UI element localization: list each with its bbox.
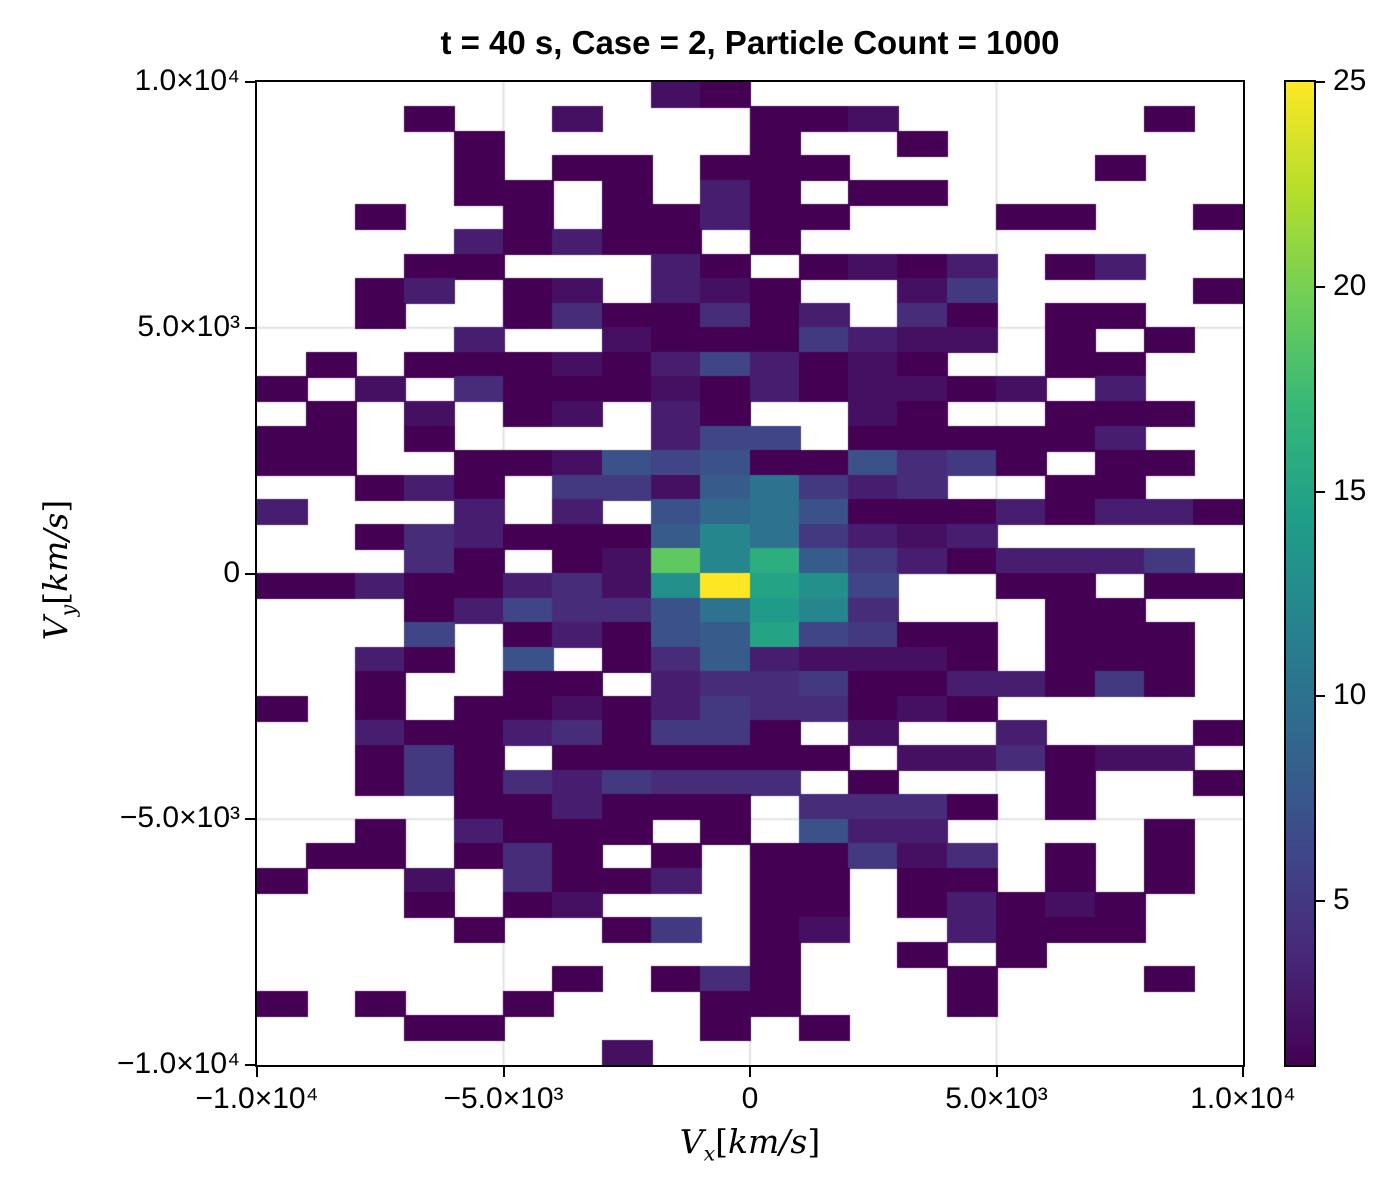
y-axis-symbol: V [36, 616, 76, 641]
colorbar-tick-mark [1316, 900, 1325, 903]
colorbar-tick-label: 15 [1333, 473, 1367, 507]
y-axis-bracket-close: ] [36, 499, 76, 513]
colorbar-tick-label: 10 [1333, 678, 1367, 712]
x-tick-label: −1.0×10⁴ [195, 1082, 319, 1115]
y-tick-label: −1.0×10⁴ [116, 1047, 240, 1080]
y-tick-label: 5.0×10³ [137, 309, 240, 343]
x-axis-bracket-open: [ [715, 1122, 729, 1161]
x-axis-units: km/s [728, 1122, 808, 1161]
x-axis-subscript: x [703, 1141, 716, 1166]
x-tick-mark [502, 1067, 505, 1077]
colorbar-tick-label: 25 [1333, 64, 1367, 97]
colorbar-tick-mark [1316, 490, 1325, 493]
x-tick-label: −5.0×10³ [443, 1082, 564, 1115]
x-axis-symbol: V [679, 1122, 704, 1161]
x-axis-bracket-close: ] [807, 1122, 821, 1161]
x-tick-label: 5.0×10³ [945, 1082, 1048, 1115]
x-tick-mark [995, 1067, 998, 1077]
x-tick-label: 0 [741, 1082, 759, 1115]
colorbar-tick-mark [1316, 285, 1325, 288]
x-tick-label: 1.0×10⁴ [1190, 1082, 1296, 1115]
x-axis-label: Vx[km/s] [255, 1122, 1245, 1166]
colorbar-tick-label: 20 [1333, 268, 1367, 302]
y-axis-bracket-open: [ [36, 591, 76, 605]
x-tick-mark [1242, 1067, 1244, 1077]
chart-title: t = 40 s, Case = 2, Particle Count = 100… [440, 24, 1060, 61]
y-axis-label: Vy[km/s] [36, 500, 80, 640]
y-tick-mark [245, 81, 255, 83]
colorbar-tick-label: 5 [1333, 883, 1350, 917]
y-tick-mark [245, 326, 255, 329]
y-tick-mark [245, 818, 255, 821]
colorbar-canvas [1286, 82, 1314, 1065]
y-axis-units: km/s [36, 512, 76, 592]
colorbar-tick-mark [1316, 695, 1325, 698]
y-tick-mark [245, 572, 255, 575]
x-tick-mark [256, 1067, 258, 1077]
heatmap-canvas [257, 82, 1243, 1065]
x-tick-mark [749, 1067, 751, 1077]
colorbar-tick-mark [1316, 81, 1325, 83]
plot-area [255, 80, 1245, 1067]
y-tick-label: 1.0×10⁴ [134, 64, 240, 97]
y-tick-mark [245, 1064, 255, 1066]
y-tick-label: −5.0×10³ [119, 801, 240, 835]
y-axis-subscript: y [55, 604, 80, 617]
colorbar [1284, 80, 1316, 1067]
y-tick-label: 0 [223, 555, 240, 589]
